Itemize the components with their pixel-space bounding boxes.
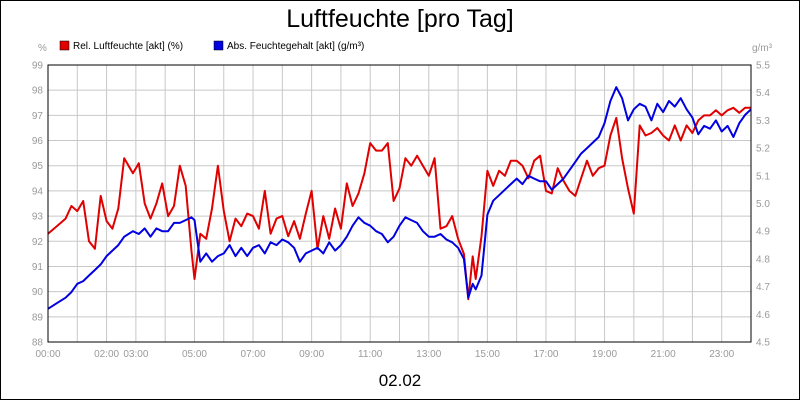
plot-area bbox=[47, 64, 752, 343]
date-label: 02.02 bbox=[379, 371, 422, 390]
y-tick-right: 5.0 bbox=[756, 199, 770, 210]
x-tick: 09:00 bbox=[299, 349, 324, 360]
y-tick-left: 93 bbox=[32, 212, 44, 223]
x-tick: 17:00 bbox=[533, 349, 558, 360]
legend-swatch-abs bbox=[213, 40, 224, 51]
y-tick-left: 88 bbox=[32, 338, 44, 349]
y-tick-left: 94 bbox=[32, 186, 44, 197]
left-axis-unit: % bbox=[38, 43, 47, 54]
y-tick-left: 95 bbox=[32, 161, 44, 172]
y-tick-left: 98 bbox=[32, 86, 44, 97]
y-tick-right: 4.7 bbox=[756, 282, 770, 293]
series-lines bbox=[47, 86, 752, 310]
x-tick: 05:00 bbox=[182, 349, 207, 360]
y-tick-right: 4.8 bbox=[756, 254, 770, 265]
x-tick: 07:00 bbox=[241, 349, 266, 360]
y-tick-left: 89 bbox=[32, 312, 44, 323]
x-tick: 15:00 bbox=[475, 349, 500, 360]
y-tick-right: 5.5 bbox=[756, 61, 770, 72]
y-tick-left: 91 bbox=[32, 262, 44, 273]
x-tick: 00:00 bbox=[35, 349, 60, 360]
y-tick-right: 5.2 bbox=[756, 144, 770, 155]
y-tick-left: 92 bbox=[32, 237, 44, 248]
x-tick: 11:00 bbox=[358, 349, 383, 360]
x-tick: 19:00 bbox=[592, 349, 617, 360]
axis-ticks: 99 98 97 96 95 94 93 92 91 90 89 88 5.5 5.4 5.3 5.2 5.1 5… bbox=[32, 61, 770, 361]
y-tick-right: 4.6 bbox=[756, 310, 770, 321]
legend-swatch-rel bbox=[59, 40, 70, 51]
y-tick-right: 5.1 bbox=[756, 171, 770, 182]
series-line-rel bbox=[47, 106, 751, 301]
legend-label-rel: Rel. Luftfeuchte [akt] (%) bbox=[73, 41, 183, 52]
y-tick-left: 96 bbox=[32, 136, 44, 147]
y-tick-right: 4.5 bbox=[756, 338, 770, 349]
x-tick: 02:00 bbox=[94, 349, 119, 360]
x-tick: 21:00 bbox=[651, 349, 676, 360]
y-tick-right: 5.4 bbox=[756, 88, 770, 99]
grid bbox=[48, 65, 751, 342]
y-tick-left: 97 bbox=[32, 111, 44, 122]
y-tick-left: 99 bbox=[32, 61, 44, 72]
chart-title: Luftfeuchte [pro Tag] bbox=[286, 5, 513, 33]
y-tick-right: 4.9 bbox=[756, 227, 770, 238]
legend-label-abs: Abs. Feuchtegehalt [akt] (g/m³) bbox=[227, 41, 364, 52]
x-tick: 13:00 bbox=[416, 349, 441, 360]
series-line-abs bbox=[47, 86, 752, 310]
y-tick-left: 90 bbox=[32, 287, 44, 298]
x-tick: 23:00 bbox=[709, 349, 734, 360]
x-tick: 03:00 bbox=[123, 349, 148, 360]
y-tick-right: 5.3 bbox=[756, 116, 770, 127]
right-axis-unit: g/m³ bbox=[752, 43, 773, 54]
